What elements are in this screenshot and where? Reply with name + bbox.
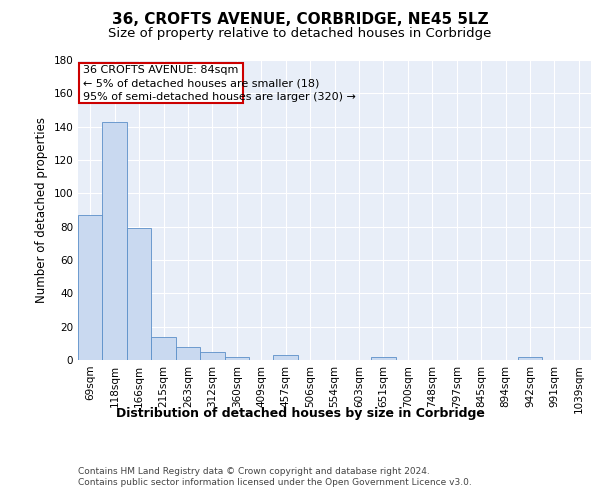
Text: Distribution of detached houses by size in Corbridge: Distribution of detached houses by size … — [116, 408, 484, 420]
Bar — [274, 355, 298, 360]
Bar — [176, 346, 200, 360]
Bar — [78, 215, 103, 360]
Bar — [371, 356, 395, 360]
Bar — [103, 122, 127, 360]
Text: Contains HM Land Registry data © Crown copyright and database right 2024.
Contai: Contains HM Land Registry data © Crown c… — [78, 468, 472, 487]
Bar — [224, 356, 249, 360]
Bar — [127, 228, 151, 360]
Bar — [151, 336, 176, 360]
Text: 36 CROFTS AVENUE: 84sqm
← 5% of detached houses are smaller (18)
95% of semi-det: 36 CROFTS AVENUE: 84sqm ← 5% of detached… — [83, 65, 356, 102]
Bar — [518, 356, 542, 360]
Y-axis label: Number of detached properties: Number of detached properties — [35, 117, 48, 303]
Text: Size of property relative to detached houses in Corbridge: Size of property relative to detached ho… — [109, 28, 491, 40]
Bar — [200, 352, 224, 360]
FancyBboxPatch shape — [79, 64, 243, 104]
Text: 36, CROFTS AVENUE, CORBRIDGE, NE45 5LZ: 36, CROFTS AVENUE, CORBRIDGE, NE45 5LZ — [112, 12, 488, 28]
